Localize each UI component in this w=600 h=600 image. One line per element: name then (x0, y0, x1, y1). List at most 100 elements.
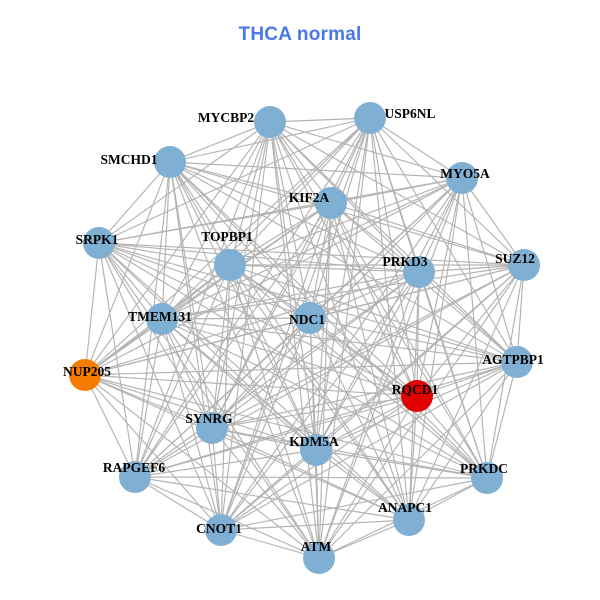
graph-edge (98, 242, 525, 266)
graph-edge (211, 317, 311, 429)
graph-node-nup205[interactable] (69, 359, 101, 391)
graph-edge (98, 242, 320, 559)
graph-node-prkdc[interactable] (471, 462, 503, 494)
graph-node-srpk1[interactable] (83, 227, 115, 259)
graph-node-smchd1[interactable] (154, 146, 186, 178)
graph-edge (220, 529, 320, 559)
graph-edge (84, 374, 418, 397)
graph-node-tmem131[interactable] (146, 303, 178, 335)
graph-edge (315, 449, 320, 559)
graph-edge (330, 202, 418, 397)
graph-edge (408, 177, 463, 521)
graph-edge (461, 177, 488, 479)
graph-edge (211, 271, 420, 429)
graph-edge (211, 427, 222, 531)
graph-edge (134, 395, 418, 478)
graph-edge (461, 177, 525, 266)
graph-edge (84, 374, 317, 451)
graph-edge (98, 242, 222, 531)
graph-node-myo5a[interactable] (446, 162, 478, 194)
graph-node-synrg[interactable] (196, 412, 228, 444)
graph-node-prkd3[interactable] (403, 256, 435, 288)
graph-edge (318, 271, 420, 559)
graph-edge (315, 449, 488, 479)
graph-edge (418, 177, 463, 273)
graph-edge (315, 395, 418, 451)
graph-edge (98, 242, 418, 397)
graph-edge (418, 264, 525, 273)
graph-edge (169, 161, 488, 479)
graph-edge (269, 121, 410, 521)
graph-edge (211, 395, 418, 429)
graph-edge (309, 317, 410, 521)
graph-edge (318, 177, 463, 559)
graph-edge (229, 264, 317, 451)
graph-edge (369, 117, 518, 363)
graph-edge (161, 318, 418, 397)
graph-node-anapc1[interactable] (393, 504, 425, 536)
graph-edge (408, 395, 418, 521)
graph-node-kdm5a[interactable] (300, 434, 332, 466)
graph-edge (161, 177, 463, 320)
graph-edge (309, 271, 420, 319)
graph-edge (134, 476, 410, 521)
graph-node-agtpbp1[interactable] (501, 346, 533, 378)
graph-node-ndc1[interactable] (294, 302, 326, 334)
graph-edge (84, 121, 271, 376)
graph-edge (418, 271, 488, 479)
graph-edge (98, 202, 332, 244)
graph-node-mycbp2[interactable] (254, 106, 286, 138)
graph-edge (220, 202, 332, 531)
graph-edge (161, 318, 518, 363)
graph-edge (211, 264, 525, 429)
graph-edge (211, 264, 231, 429)
graph-node-suz12[interactable] (508, 249, 540, 281)
graph-edge (161, 271, 420, 320)
graph-edge (98, 242, 231, 266)
graph-edge (98, 242, 163, 320)
graph-edge (269, 121, 518, 363)
graph-edge (408, 361, 518, 521)
graph-edge (309, 317, 418, 397)
graph-edge (84, 117, 371, 376)
graph-edge (84, 242, 100, 376)
graph-node-rapgef6[interactable] (119, 461, 151, 493)
graph-edge (84, 374, 488, 479)
graph-edge (211, 177, 463, 429)
graph-edge (269, 121, 525, 266)
graph-edge (84, 374, 136, 478)
graph-node-usp6nl[interactable] (354, 102, 386, 134)
graph-edge (134, 318, 163, 478)
graph-edge (134, 271, 420, 478)
graph-node-atm[interactable] (303, 542, 335, 574)
graph-edge (161, 121, 271, 320)
graph-edge (98, 242, 136, 478)
graph-edge (161, 161, 171, 320)
graph-edge (211, 427, 410, 521)
graph-edge (169, 161, 463, 179)
graph-node-rqcd1[interactable] (401, 380, 433, 412)
page-title: THCA normal (238, 24, 362, 45)
graph-edge (169, 161, 525, 266)
graph-edge (229, 177, 463, 266)
graph-edge (169, 161, 332, 204)
graph-edge (161, 318, 320, 559)
graph-edge (169, 161, 311, 319)
graph-edge (161, 318, 222, 531)
graph-node-kif2a[interactable] (315, 187, 347, 219)
graph-edge (161, 264, 525, 320)
graph-node-topbp1[interactable] (214, 249, 246, 281)
graph-edge (98, 242, 488, 479)
graph-edge (369, 117, 463, 179)
graph-edge (315, 449, 410, 521)
graph-edge (330, 202, 420, 273)
graph-edge (416, 395, 488, 479)
graph-edge (330, 202, 488, 479)
graph-edge (98, 242, 420, 273)
graph-node-cnot1[interactable] (205, 514, 237, 546)
graph-edge (416, 177, 463, 397)
graph-edge (211, 427, 488, 479)
graph-edge (134, 264, 525, 478)
